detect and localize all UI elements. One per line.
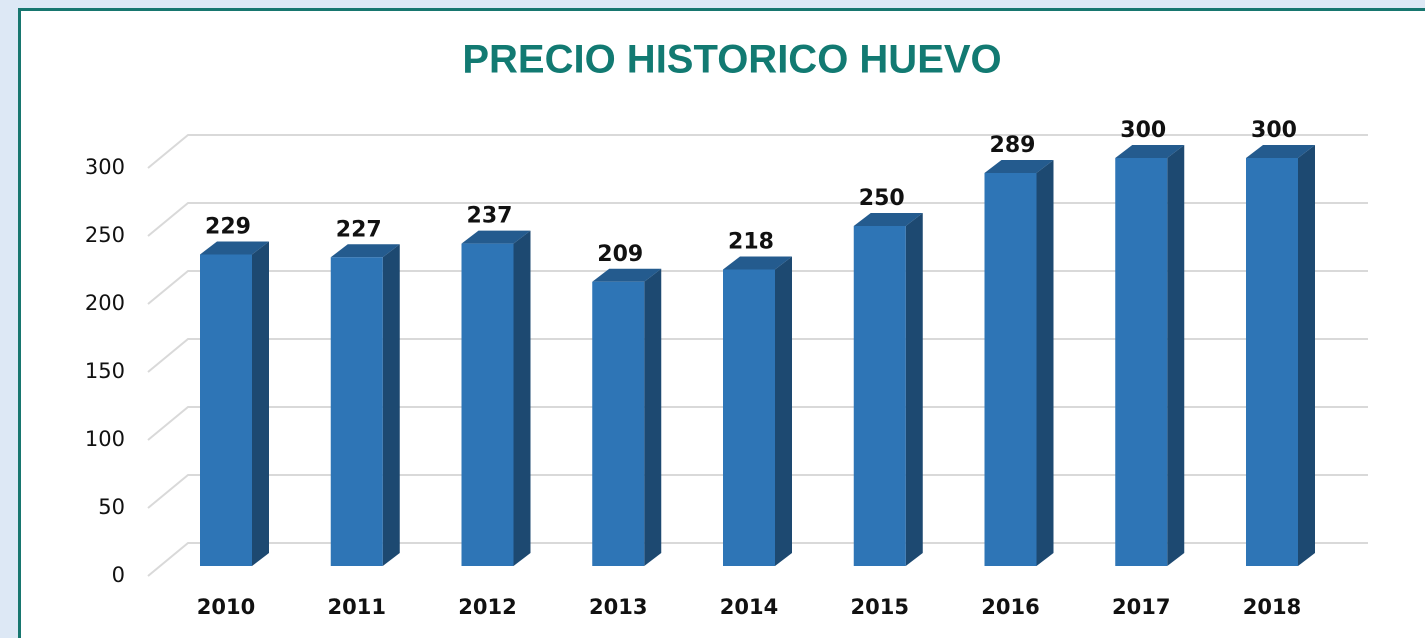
grid-line xyxy=(147,338,1368,373)
grid-line xyxy=(147,406,1368,441)
x-tick-label: 2017 xyxy=(1112,595,1170,619)
grid-line xyxy=(147,202,1368,237)
x-tick-label: 2012 xyxy=(458,595,516,619)
data-label: 300 xyxy=(1251,118,1297,143)
data-label: 209 xyxy=(597,242,643,267)
bar-face xyxy=(775,256,792,566)
bar-face xyxy=(330,244,400,258)
chart-title: PRECIO HISTORICO HUEVO xyxy=(462,38,1001,82)
grid-line xyxy=(147,542,1368,577)
bar-face xyxy=(513,230,531,566)
bar-face xyxy=(200,254,252,566)
bar-face xyxy=(984,172,1037,566)
bar-face xyxy=(853,226,906,566)
data-label: 237 xyxy=(467,204,513,229)
y-tick-label: 200 xyxy=(85,291,125,315)
bar-face xyxy=(644,268,662,566)
bar-face xyxy=(252,241,269,566)
bar-face xyxy=(461,230,531,244)
bar-face xyxy=(382,244,400,566)
bar-face xyxy=(1167,145,1185,566)
y-tick-label: 50 xyxy=(98,495,125,519)
y-tick-label: 250 xyxy=(85,223,125,247)
data-label: 229 xyxy=(205,215,251,240)
x-tick-label: 2014 xyxy=(720,595,778,619)
bar-face xyxy=(1298,145,1315,566)
x-tick-label: 2010 xyxy=(197,595,255,619)
bar xyxy=(1246,145,1315,566)
bar-face xyxy=(200,241,269,255)
data-label: 218 xyxy=(728,230,774,255)
data-label: 289 xyxy=(990,133,1036,158)
bar xyxy=(461,230,531,566)
data-label: 250 xyxy=(859,186,905,211)
bar-face xyxy=(723,256,792,270)
bar xyxy=(200,241,269,566)
bar xyxy=(984,159,1054,566)
bar-face xyxy=(853,213,923,226)
x-tick-label: 2013 xyxy=(589,595,647,619)
y-tick-label: 0 xyxy=(112,563,125,587)
bar-face xyxy=(592,268,662,282)
x-tick-label: 2011 xyxy=(328,595,386,619)
bar xyxy=(330,244,400,566)
grid-line xyxy=(147,270,1368,305)
bar xyxy=(592,268,662,566)
y-tick-label: 150 xyxy=(85,359,125,383)
data-label: 227 xyxy=(336,217,382,242)
grid-line xyxy=(147,134,1368,169)
bar-face xyxy=(723,269,775,566)
bar-face xyxy=(984,159,1054,173)
bar-face xyxy=(1115,145,1185,158)
bar-face xyxy=(592,281,645,566)
bar-face xyxy=(461,243,514,566)
x-tick-label: 2015 xyxy=(851,595,909,619)
bar-face xyxy=(330,257,383,566)
x-tick-label: 2016 xyxy=(981,595,1039,619)
y-tick-label: 100 xyxy=(85,427,125,451)
bar-face xyxy=(1246,145,1315,158)
bar xyxy=(723,256,792,566)
bar-face xyxy=(1036,159,1054,566)
bar xyxy=(1115,145,1185,566)
data-label: 300 xyxy=(1120,118,1166,143)
grid-line xyxy=(147,474,1368,509)
bar xyxy=(853,213,923,566)
bar-face xyxy=(1115,158,1168,566)
bar-face xyxy=(1246,158,1298,566)
x-tick-label: 2018 xyxy=(1243,595,1301,619)
bar-face xyxy=(905,213,923,566)
y-tick-label: 300 xyxy=(85,155,125,179)
